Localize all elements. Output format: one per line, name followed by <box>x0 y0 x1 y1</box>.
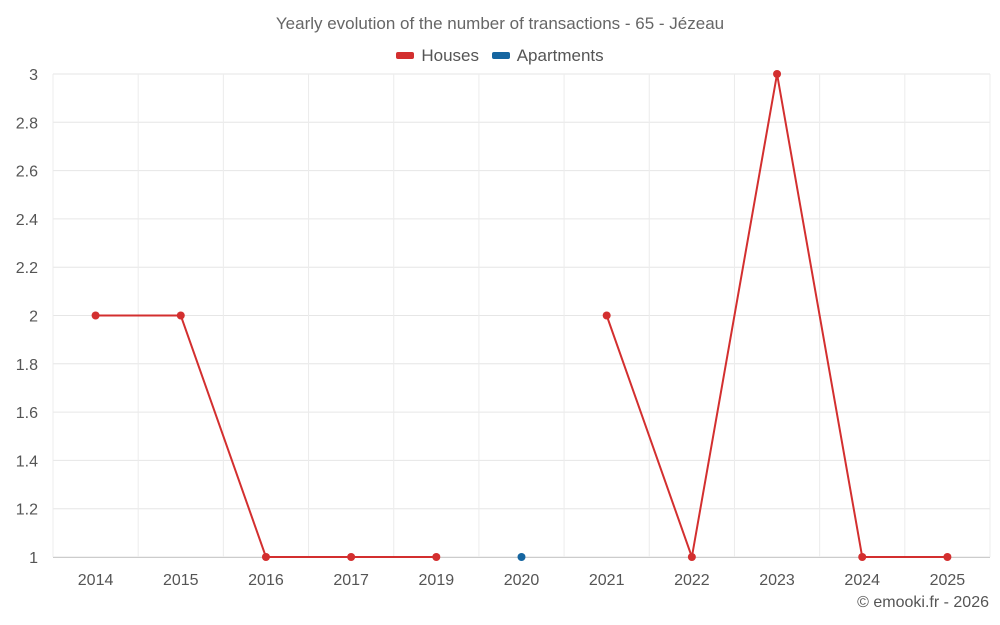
legend-label-apartments: Apartments <box>516 45 604 65</box>
legend-label-houses: Houses <box>421 45 479 65</box>
y-tick-label: 1.2 <box>16 502 38 519</box>
x-tick-label: 2017 <box>333 572 369 589</box>
data-point-houses <box>687 553 696 561</box>
data-point-houses <box>943 553 952 561</box>
data-point-houses <box>773 70 782 78</box>
data-point-houses <box>858 553 867 561</box>
legend-item-houses[interactable]: Houses <box>396 46 479 66</box>
x-tick-label: 2025 <box>930 572 966 589</box>
x-tick-label: 2014 <box>78 572 114 589</box>
y-tick-label: 1 <box>29 550 38 567</box>
y-tick-label: 2.2 <box>16 260 38 277</box>
data-point-apartments <box>517 553 526 561</box>
y-tick-label: 2.4 <box>16 212 38 229</box>
y-tick-label: 3 <box>29 67 38 84</box>
legend-item-apartments[interactable]: Apartments <box>491 45 604 66</box>
y-axis: 1 1.2 1.4 1.6 1.8 2 2.2 2.4 2.6 2.8 3 <box>16 67 38 567</box>
y-tick-label: 2 <box>29 309 38 326</box>
y-tick-label: 1.8 <box>16 357 38 374</box>
data-point-houses <box>176 311 185 320</box>
x-tick-label: 2015 <box>163 572 199 589</box>
x-tick-label: 2019 <box>419 572 455 589</box>
data-point-houses <box>602 311 611 320</box>
data-point-houses <box>91 311 100 320</box>
y-tick-label: 2.6 <box>16 164 38 181</box>
data-point-houses <box>347 553 356 561</box>
chart-grid <box>52 73 991 558</box>
chart-title: Yearly evolution of the number of transa… <box>275 14 725 33</box>
y-tick-label: 1.4 <box>16 453 38 470</box>
credit-text: © emooki.fr - 2026 <box>857 594 989 611</box>
x-tick-label: 2022 <box>674 572 710 589</box>
x-tick-label: 2023 <box>759 572 795 589</box>
legend-swatch-apartments <box>491 52 510 59</box>
series-line-houses <box>95 314 437 558</box>
x-axis: 2014 2015 2016 2017 2019 2020 2021 2022 2023 2024… <box>53 557 990 589</box>
x-tick-label: 2016 <box>248 572 284 589</box>
y-tick-label: 1.6 <box>16 405 38 422</box>
x-tick-label: 2024 <box>844 572 880 589</box>
y-tick-label: 2.8 <box>16 115 38 132</box>
data-point-houses <box>261 553 270 561</box>
x-tick-label: 2021 <box>589 572 625 589</box>
x-tick-label: 2020 <box>504 572 540 589</box>
chart-series <box>91 70 952 561</box>
chart-legend: Houses Apartments <box>0 44 1000 66</box>
legend-swatch-houses <box>396 52 415 59</box>
data-point-houses <box>432 553 441 561</box>
